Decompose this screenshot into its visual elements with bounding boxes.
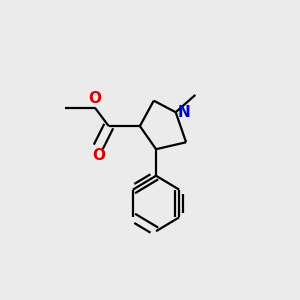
Text: N: N [178,105,190,120]
Text: O: O [88,92,101,106]
Text: O: O [92,148,105,163]
